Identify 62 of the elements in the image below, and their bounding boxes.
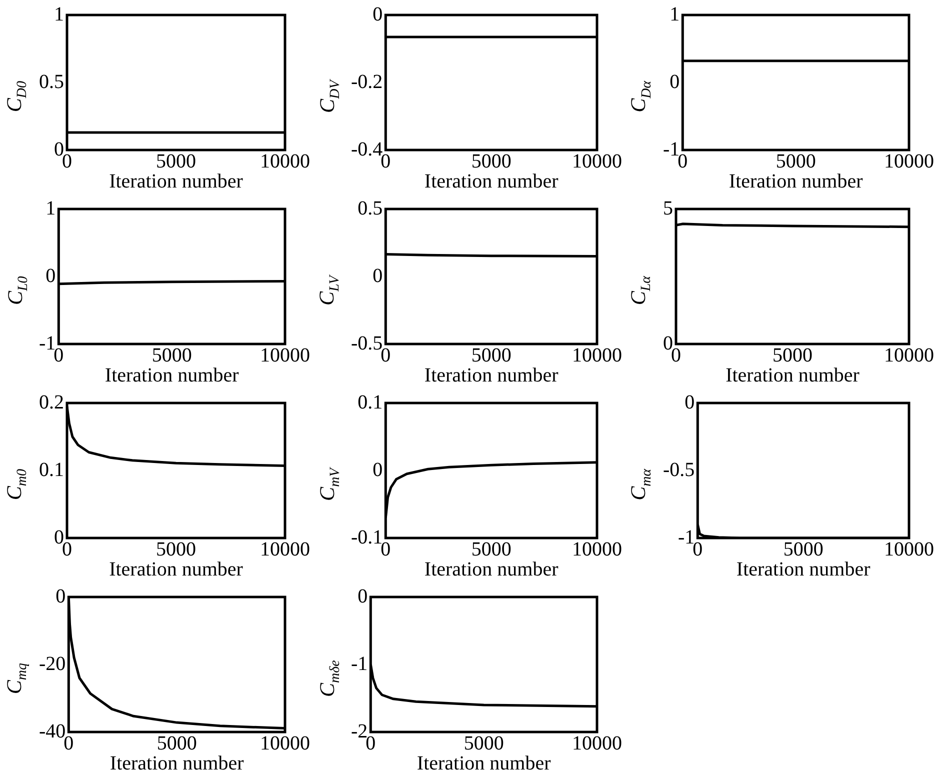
x-tick-label: 5000 — [783, 538, 824, 560]
y-tick-label: -1 — [350, 652, 368, 675]
x-tick-label: 5000 — [471, 538, 512, 560]
x-tick-label: 5000 — [464, 732, 504, 754]
x-axis-title: Iteration number — [110, 752, 244, 774]
y-tick-label: 0 — [56, 585, 66, 608]
y-tick-label: -20 — [38, 652, 66, 675]
x-tick-label: 10000 — [260, 732, 310, 754]
x-tick-label: 10000 — [572, 344, 622, 366]
y-tick-label: 0 — [684, 391, 695, 414]
x-tick-label: 5000 — [471, 344, 512, 366]
x-tick-label: 5000 — [156, 538, 196, 560]
y-tick-label: 0 — [372, 264, 383, 287]
x-tick-label: 5000 — [471, 150, 512, 172]
y-tick-label: 0 — [46, 264, 56, 287]
y-tick-label: 0 — [372, 3, 383, 26]
y-tick-label: 0.1 — [39, 458, 64, 481]
x-axis-title: Iteration number — [416, 752, 552, 774]
y-tick-label: -2 — [350, 720, 368, 742]
x-tick-label: 10000 — [884, 150, 934, 172]
y-tick-label: 0.5 — [39, 70, 64, 93]
x-axis-title: Iteration number — [726, 364, 860, 386]
x-axis-title: Iteration number — [424, 364, 559, 386]
x-tick-label: 10000 — [572, 732, 622, 754]
y-tick-label: 5 — [663, 197, 673, 220]
y-tick-label: 0.5 — [358, 197, 383, 220]
x-tick-label: 10000 — [260, 150, 310, 172]
x-axis-title: Iteration number — [424, 170, 559, 192]
x-tick-label: 10000 — [260, 538, 310, 560]
y-tick-label: -0.1 — [350, 526, 383, 548]
x-tick-label: 10000 — [260, 344, 310, 366]
y-tick-label: 0.2 — [39, 391, 64, 414]
x-tick-label: 10000 — [572, 538, 622, 560]
x-tick-label: 5000 — [156, 150, 196, 172]
x-axis-title: Iteration number — [736, 558, 871, 580]
y-tick-label: -1 — [662, 138, 680, 160]
y-tick-label: 1 — [670, 3, 680, 26]
y-tick-label: 1 — [46, 197, 56, 220]
y-tick-label: 1 — [54, 3, 64, 26]
x-tick-label: 5000 — [156, 732, 197, 754]
x-axis-title: Iteration number — [424, 558, 559, 580]
x-axis-title: Iteration number — [109, 558, 244, 580]
x-tick-label: 10000 — [884, 344, 934, 366]
y-tick-label: -0.4 — [350, 138, 383, 160]
x-tick-label: 10000 — [572, 150, 622, 172]
x-tick-label: 10000 — [884, 538, 934, 560]
x-tick-label: 5000 — [776, 150, 816, 172]
x-tick-label: 5000 — [772, 344, 812, 366]
y-tick-label: -1 — [678, 526, 695, 548]
x-axis-title: Iteration number — [104, 364, 240, 386]
x-axis-title: Iteration number — [109, 170, 244, 192]
y-tick-label: 0 — [358, 585, 368, 608]
y-tick-label: -0.2 — [350, 70, 383, 93]
y-tick-label: -1 — [38, 332, 56, 354]
y-tick-label: -0.5 — [350, 332, 383, 354]
x-axis-title: Iteration number — [728, 170, 864, 192]
y-tick-label: -0.5 — [662, 458, 695, 481]
y-tick-label: 0 — [372, 458, 383, 481]
y-tick-label: 0.1 — [358, 391, 383, 414]
y-tick-label: -40 — [38, 720, 66, 742]
x-tick-label: 5000 — [152, 344, 192, 366]
y-tick-label: 0 — [670, 70, 680, 93]
